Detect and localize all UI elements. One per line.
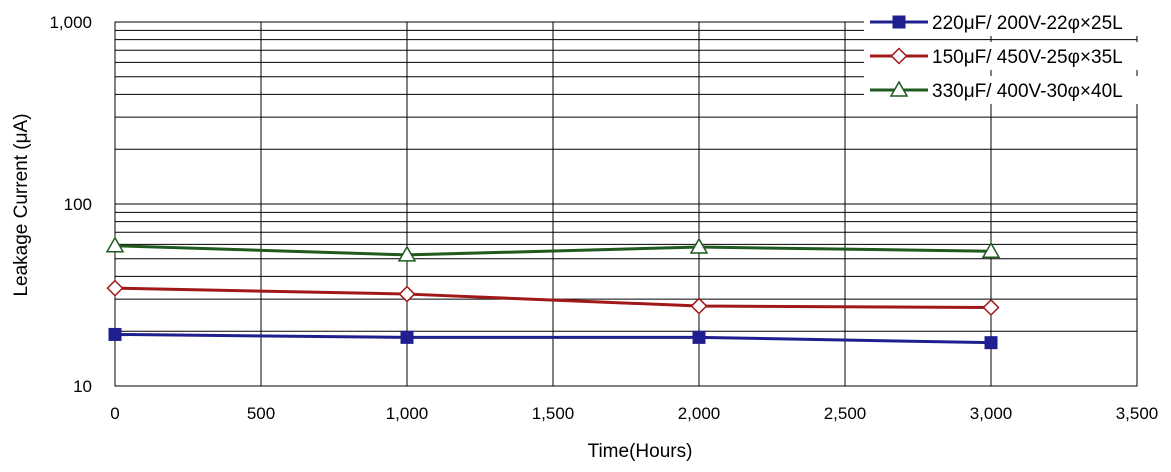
- legend-item-2: 150μF/ 450V-25φ×35L: [864, 42, 1160, 70]
- data-point: [106, 279, 124, 297]
- data-point: [397, 245, 417, 262]
- data-point: [981, 241, 1001, 259]
- series-line: [114, 244, 992, 257]
- legend-item-1: 220μF/ 200V-22φ×25L: [864, 8, 1160, 36]
- x-tick-label: 1,500: [532, 404, 575, 423]
- x-tick-label: 0: [110, 404, 119, 423]
- data-point: [689, 237, 709, 254]
- series-3: [105, 236, 1001, 262]
- data-point: [400, 330, 414, 344]
- legend-item-3: 330μF/ 400V-30φ×40L: [864, 76, 1160, 104]
- y-tick-label: 1,000: [49, 13, 92, 32]
- plot-area-frame: [114, 21, 1138, 387]
- series-layer: [105, 236, 1001, 350]
- x-tick-label: 3,000: [970, 404, 1013, 423]
- x-tick-label: 3,500: [1116, 404, 1159, 423]
- data-point: [690, 297, 708, 315]
- axis-layer: 0 500 1,000 1,500 2,000 2,500 3,000 3,500 10 100 1…: [49, 13, 1158, 423]
- x-tick-label: 2,000: [678, 404, 721, 423]
- data-point: [984, 336, 998, 350]
- y-tick-label: 100: [64, 195, 92, 214]
- series-line: [114, 332, 992, 345]
- x-axis-title: Time(Hours): [588, 441, 693, 462]
- data-point: [398, 285, 416, 303]
- x-tick-label: 500: [247, 404, 275, 423]
- data-point: [692, 330, 706, 344]
- series-2: [106, 279, 1000, 317]
- data-point: [982, 298, 1000, 317]
- legend-marker: [892, 15, 906, 29]
- x-tick-label: 2,500: [824, 404, 867, 423]
- legend-label: 150μF/ 450V-25φ×35L: [932, 47, 1123, 68]
- legend-marker: [890, 47, 908, 65]
- y-axis-title: Leakage Current (μA): [11, 113, 32, 296]
- data-point: [108, 327, 122, 341]
- x-tick-label: 1,000: [386, 404, 429, 423]
- legend-label: 330μF/ 400V-30φ×40L: [932, 81, 1123, 102]
- data-point: [105, 236, 125, 253]
- legend: 220μF/ 200V-22φ×25L 150μF/ 450V-25φ×35L 33…: [864, 8, 1160, 104]
- legend-label: 220μF/ 200V-22φ×25L: [932, 13, 1123, 34]
- series-1: [108, 327, 998, 350]
- series-line: [114, 286, 992, 309]
- legend-marker: [889, 80, 909, 97]
- y-tick-label: 10: [73, 377, 92, 396]
